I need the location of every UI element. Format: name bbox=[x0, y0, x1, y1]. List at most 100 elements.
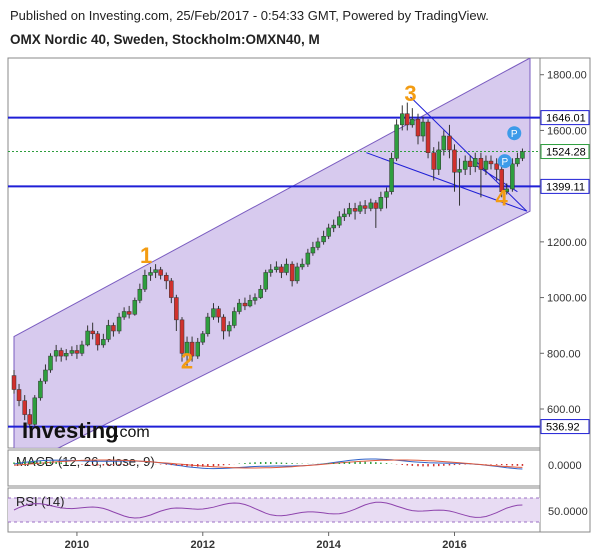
candle-body bbox=[189, 341, 195, 357]
price-tick-label: 600.00 bbox=[547, 404, 581, 416]
candle bbox=[268, 264, 273, 277]
candle bbox=[226, 321, 232, 337]
candle-body bbox=[132, 300, 138, 315]
candle-body bbox=[11, 375, 17, 390]
p-marker: P bbox=[507, 126, 522, 141]
candle bbox=[237, 298, 242, 315]
candle bbox=[362, 200, 368, 214]
candle-body bbox=[85, 330, 90, 346]
candle-body bbox=[425, 121, 431, 153]
candle-body bbox=[294, 266, 300, 282]
candle bbox=[357, 201, 363, 214]
candle-body bbox=[200, 333, 206, 343]
candle bbox=[148, 266, 153, 281]
candle-body bbox=[520, 151, 525, 159]
candle bbox=[132, 297, 138, 316]
candle-body bbox=[299, 263, 305, 268]
candle bbox=[473, 152, 478, 173]
candle-body bbox=[499, 169, 504, 192]
candle-body bbox=[452, 149, 457, 173]
candle bbox=[221, 314, 226, 340]
candle-body bbox=[22, 400, 27, 415]
candle-body bbox=[106, 325, 111, 340]
candle-body bbox=[357, 205, 363, 212]
candle bbox=[38, 378, 43, 401]
candle bbox=[284, 258, 289, 276]
candle-body bbox=[400, 113, 405, 126]
candle-body bbox=[488, 160, 494, 165]
candle bbox=[342, 208, 347, 221]
candle bbox=[101, 333, 106, 348]
price-tick-label: 1200.00 bbox=[547, 237, 587, 249]
candle bbox=[425, 119, 431, 159]
candle bbox=[394, 119, 399, 162]
published-note: Published on Investing.com, 25/Feb/2017 … bbox=[10, 8, 489, 23]
price-tick-label: 1000.00 bbox=[547, 293, 587, 305]
candle-body bbox=[121, 311, 127, 318]
candle bbox=[315, 237, 321, 251]
candle bbox=[11, 370, 17, 394]
candle-body bbox=[331, 224, 336, 229]
wave-labels: 1 2 3 4 bbox=[140, 81, 509, 373]
candle-body bbox=[420, 121, 426, 137]
candle bbox=[200, 331, 206, 345]
price-tag-box bbox=[540, 178, 590, 194]
candle-body bbox=[69, 350, 75, 354]
candle-body bbox=[53, 350, 59, 357]
candle bbox=[106, 319, 111, 343]
time-tick-label: 2014 bbox=[316, 539, 341, 551]
wave-label-1: 1 bbox=[140, 243, 152, 268]
candle-body bbox=[226, 325, 232, 332]
candle bbox=[405, 102, 410, 131]
time-tick-label: 2010 bbox=[65, 539, 89, 551]
price-tick-label: 1600.00 bbox=[547, 125, 587, 137]
candle-body bbox=[394, 124, 399, 159]
candle bbox=[289, 261, 295, 287]
candle-body bbox=[378, 197, 384, 209]
investing-logo: Investing .com bbox=[22, 418, 150, 443]
candle bbox=[483, 155, 489, 175]
candle-body bbox=[32, 397, 38, 425]
candle-body bbox=[174, 297, 179, 321]
candle-body bbox=[95, 333, 100, 346]
candle-body bbox=[195, 341, 200, 357]
candle bbox=[373, 200, 379, 228]
candle bbox=[310, 241, 316, 256]
candle bbox=[247, 294, 253, 308]
candle bbox=[279, 264, 284, 279]
candle-body bbox=[247, 300, 253, 307]
candle-body bbox=[16, 389, 22, 401]
candle bbox=[488, 155, 494, 170]
candle bbox=[504, 183, 509, 195]
price-tag-label: 1399.11 bbox=[546, 181, 585, 193]
candlestick-series bbox=[11, 102, 525, 429]
candle bbox=[27, 409, 32, 429]
macd-value: 0.0000 bbox=[548, 460, 582, 472]
candle-body bbox=[205, 316, 211, 335]
candle-body bbox=[142, 275, 148, 290]
candle-body bbox=[274, 266, 279, 270]
time-tick-label: 2016 bbox=[442, 539, 466, 551]
candle-body bbox=[90, 330, 95, 335]
candle-body bbox=[216, 308, 221, 318]
price-axis bbox=[539, 57, 591, 533]
candle-body bbox=[63, 353, 69, 357]
candle bbox=[499, 166, 504, 198]
candle-body bbox=[279, 266, 284, 273]
candle bbox=[158, 266, 163, 280]
price-tag-current: 1524.28 bbox=[540, 144, 590, 160]
trendline bbox=[410, 96, 528, 212]
candle bbox=[258, 285, 263, 299]
candle bbox=[294, 262, 300, 284]
candle-body bbox=[126, 311, 132, 315]
candle bbox=[494, 158, 499, 181]
candle-body bbox=[436, 149, 442, 170]
rsi-band bbox=[8, 498, 540, 522]
price-tag-resistance: 1646.01 bbox=[540, 110, 590, 126]
candle-body bbox=[342, 213, 347, 218]
candle bbox=[410, 108, 415, 128]
candle-body bbox=[315, 241, 321, 248]
logo-suffix: .com bbox=[115, 424, 150, 441]
candle-body bbox=[27, 414, 32, 425]
